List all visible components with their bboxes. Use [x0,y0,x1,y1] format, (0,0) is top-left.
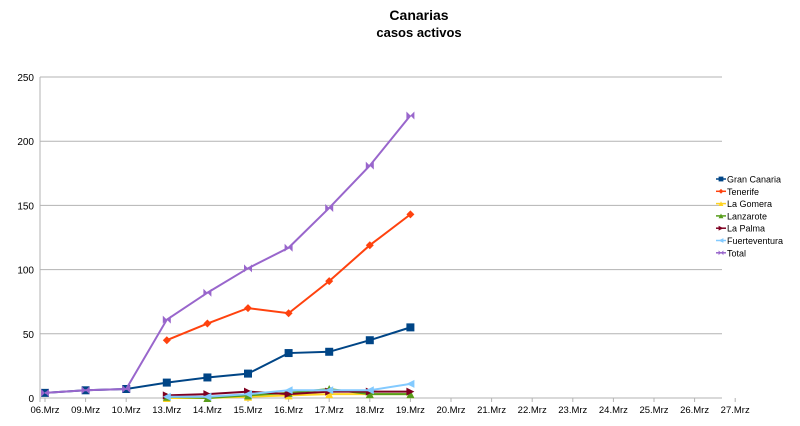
x-tick-label: 26.Mrz [680,405,709,416]
legend-marker [718,213,724,219]
data-point [284,243,293,252]
y-tick-label: 0 [28,394,34,405]
series-line [44,326,411,394]
data-point [406,379,415,388]
data-point [203,288,212,297]
series-tenerife [162,210,415,345]
x-tick-label: 20.Mrz [436,405,465,416]
data-point [406,111,415,120]
y-tick-label: 250 [17,73,34,84]
x-tick-label: 24.Mrz [599,405,628,416]
x-tick-label: 27.Mrz [721,405,750,416]
series-line [44,114,412,394]
x-tick-label: 15.Mrz [233,405,262,416]
x-tick-label: 22.Mrz [518,405,547,416]
x-tick-label: 14.Mrz [193,405,222,416]
series-gran-canaria [41,323,415,397]
series-line [166,213,412,342]
data-point [365,390,374,399]
data-point [406,323,415,332]
x-tick-label: 18.Mrz [355,405,384,416]
data-point [284,386,293,395]
data-point [81,386,90,395]
data-point [365,336,374,345]
x-tick-label: 19.Mrz [396,405,425,416]
y-tick-label: 100 [17,266,34,277]
data-point [162,315,171,324]
data-point [365,161,374,170]
legend-marker [718,225,724,231]
data-point [162,378,171,387]
data-point [244,369,252,378]
x-tick-label: 06.Mrz [30,405,59,416]
data-point [284,309,293,318]
x-tick-label: 13.Mrz [152,405,181,416]
x-tick-label: 25.Mrz [639,405,668,416]
data-point [41,388,49,397]
data-point [203,392,212,401]
x-tick-label: 16.Mrz [274,405,303,416]
legend-label: Total [727,248,746,258]
data-point [325,386,334,395]
legend-marker [718,238,724,243]
y-tick-label: 150 [17,201,34,212]
y-tick-label: 200 [17,137,34,148]
data-point [325,390,334,399]
data-point [365,386,374,395]
legend-label: Tenerife [727,187,759,197]
legend-label: La Gomera [727,199,772,209]
data-point [203,319,212,328]
x-tick-label: 21.Mrz [477,405,506,416]
series-total [41,111,415,397]
data-point [244,264,252,273]
data-point [284,349,293,358]
data-point [325,347,334,356]
data-point [284,390,293,399]
data-point [244,304,252,313]
x-tick-label: 23.Mrz [558,405,587,416]
data-point [325,277,334,286]
x-tick-label: 09.Mrz [71,405,100,416]
data-point [203,373,212,382]
legend-label: Lanzarote [727,211,767,221]
chart-subtitle: casos activos [376,25,461,40]
data-point [406,210,415,219]
y-tick-label: 50 [23,330,35,341]
data-point [406,387,415,396]
legend-marker [718,188,724,194]
legend-label: Gran Canaria [727,175,781,185]
data-point [244,390,252,399]
chart-title: Canarias [389,7,448,23]
data-point [162,392,171,401]
data-point [162,336,171,345]
data-point [406,390,415,399]
legend-marker [718,176,724,182]
data-point [365,241,374,250]
data-point [325,203,334,212]
data-point [122,385,131,394]
x-tick-label: 10.Mrz [112,405,141,416]
x-tick-label: 17.Mrz [315,405,344,416]
series-fuerteventura [162,379,415,401]
legend-label: La Palma [727,224,765,234]
legend-marker [718,201,724,207]
legend-label: Fuerteventura [727,236,783,246]
